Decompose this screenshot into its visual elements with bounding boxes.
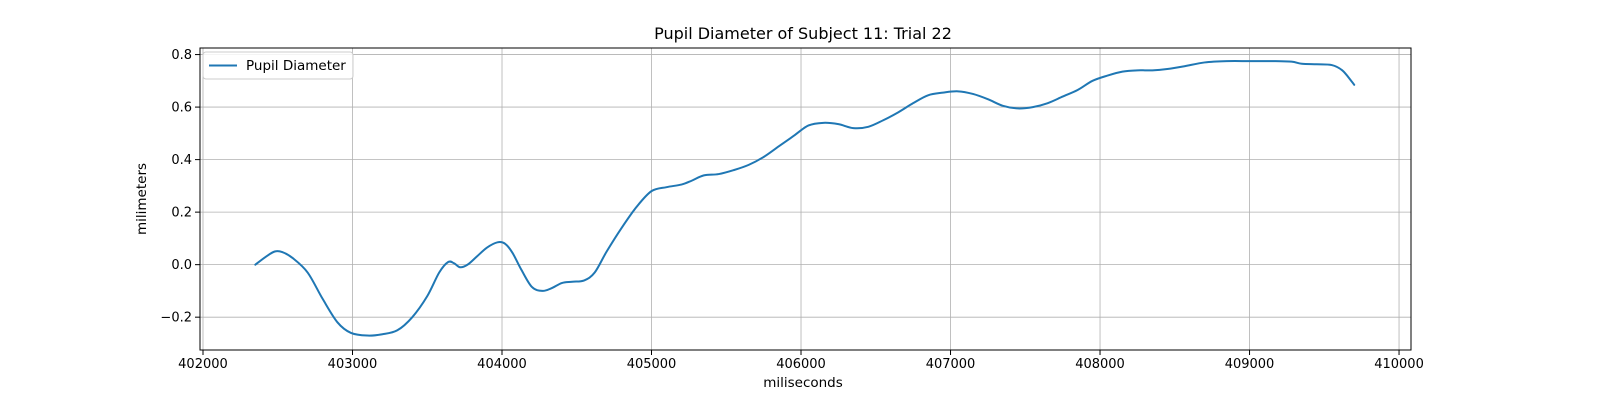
y-axis-ticks: −0.2 0.0 0.2 0.4 0.6 0.8 <box>160 48 200 326</box>
legend-label: Pupil Diameter <box>246 58 346 74</box>
y-tick-label: 0.0 <box>171 258 192 273</box>
grid <box>200 48 1411 350</box>
x-tick-label: 403000 <box>328 357 378 372</box>
x-tick-label: 410000 <box>1374 357 1424 372</box>
series-line <box>254 60 1356 337</box>
y-tick-label: 0.6 <box>171 101 192 116</box>
plot-frame <box>199 47 1412 351</box>
x-tick-label: 402000 <box>178 357 228 372</box>
x-tick-label: 407000 <box>926 357 976 372</box>
x-tick-label: 409000 <box>1225 357 1275 372</box>
x-tick-label: 404000 <box>477 357 527 372</box>
x-axis-label: miliseconds <box>763 375 843 391</box>
y-tick-label: 0.8 <box>171 48 192 63</box>
x-tick-label: 406000 <box>776 357 826 372</box>
y-tick-label: −0.2 <box>160 311 192 326</box>
y-tick-label: 0.4 <box>171 153 192 168</box>
legend-box <box>202 51 354 80</box>
series-layer <box>254 60 1356 337</box>
chart-title: Pupil Diameter of Subject 11: Trial 22 <box>654 24 952 43</box>
x-axis-ticks: 402000 403000 404000 405000 406000 407000 4080… <box>178 350 1424 372</box>
x-tick-label: 405000 <box>627 357 677 372</box>
x-tick-label: 408000 <box>1075 357 1125 372</box>
y-tick-label: 0.2 <box>171 206 192 221</box>
legend: Pupil Diameter <box>202 51 354 80</box>
y-axis-label: milimeters <box>134 163 150 235</box>
